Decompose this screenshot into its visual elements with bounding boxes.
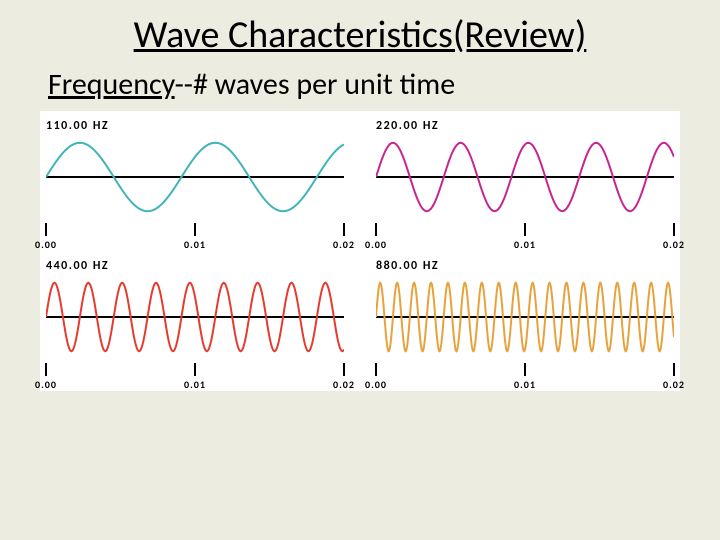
tick-label: 0.02 [333, 238, 355, 251]
tick: 0.02 [654, 363, 694, 391]
tick-mark [673, 223, 675, 236]
tick-mark [343, 363, 345, 376]
subtitle: Frequency--# waves per unit time [48, 66, 696, 103]
axis-ticks: 0.00 0.01 0.02 [46, 363, 344, 391]
tick: 0.02 [654, 223, 694, 251]
panel-label: 880.00 HZ [376, 259, 674, 273]
tick-mark [194, 223, 196, 236]
wave-area [376, 277, 674, 357]
tick: 0.00 [356, 223, 396, 251]
wave-panel-110: 110.00 HZ 0.00 0.01 0.02 [40, 111, 350, 251]
wave-area [46, 277, 344, 357]
wave-panel-880: 880.00 HZ 0.00 0.01 0.02 [370, 251, 680, 391]
panel-label: 220.00 HZ [376, 119, 674, 133]
panel-row: 440.00 HZ 0.00 0.01 0.02 880.00 HZ 0.00 … [40, 251, 680, 391]
panel-label: 110.00 HZ [46, 119, 344, 133]
wave-area [376, 137, 674, 217]
tick: 0.01 [505, 223, 545, 251]
tick: 0.01 [175, 363, 215, 391]
tick-label: 0.02 [663, 378, 685, 391]
tick-label: 0.01 [184, 378, 206, 391]
tick-mark [524, 363, 526, 376]
tick-mark [194, 363, 196, 376]
subtitle-rest: --# waves per unit time [175, 66, 456, 103]
tick-mark [343, 223, 345, 236]
tick: 0.00 [26, 363, 66, 391]
tick-mark [524, 223, 526, 236]
slide: Wave Characteristics(Review) Frequency--… [0, 0, 720, 540]
tick-label: 0.02 [333, 378, 355, 391]
tick-label: 0.01 [184, 238, 206, 251]
panel-label: 440.00 HZ [46, 259, 344, 273]
axis-ticks: 0.00 0.01 0.02 [376, 363, 674, 391]
wave-panel-440: 440.00 HZ 0.00 0.01 0.02 [40, 251, 350, 391]
axis-ticks: 0.00 0.01 0.02 [376, 223, 674, 251]
tick-label: 0.00 [35, 378, 57, 391]
subtitle-term: Frequency [48, 66, 175, 103]
tick-mark [673, 363, 675, 376]
wave-area [46, 137, 344, 217]
tick-label: 0.01 [514, 238, 536, 251]
panel-row: 110.00 HZ 0.00 0.01 0.02 220.00 HZ 0.00 … [40, 111, 680, 251]
tick-label: 0.01 [514, 378, 536, 391]
tick-label: 0.00 [365, 378, 387, 391]
tick-mark [45, 223, 47, 236]
tick: 0.01 [175, 223, 215, 251]
tick-label: 0.00 [35, 238, 57, 251]
wave-panels: 110.00 HZ 0.00 0.01 0.02 220.00 HZ 0.00 … [40, 111, 680, 391]
tick-label: 0.00 [365, 238, 387, 251]
tick-label: 0.02 [663, 238, 685, 251]
wave-panel-220: 220.00 HZ 0.00 0.01 0.02 [370, 111, 680, 251]
tick: 0.01 [505, 363, 545, 391]
tick: 0.00 [356, 363, 396, 391]
page-title: Wave Characteristics(Review) [24, 12, 696, 58]
tick-mark [375, 363, 377, 376]
tick-mark [375, 223, 377, 236]
axis-ticks: 0.00 0.01 0.02 [46, 223, 344, 251]
tick-mark [45, 363, 47, 376]
tick: 0.00 [26, 223, 66, 251]
